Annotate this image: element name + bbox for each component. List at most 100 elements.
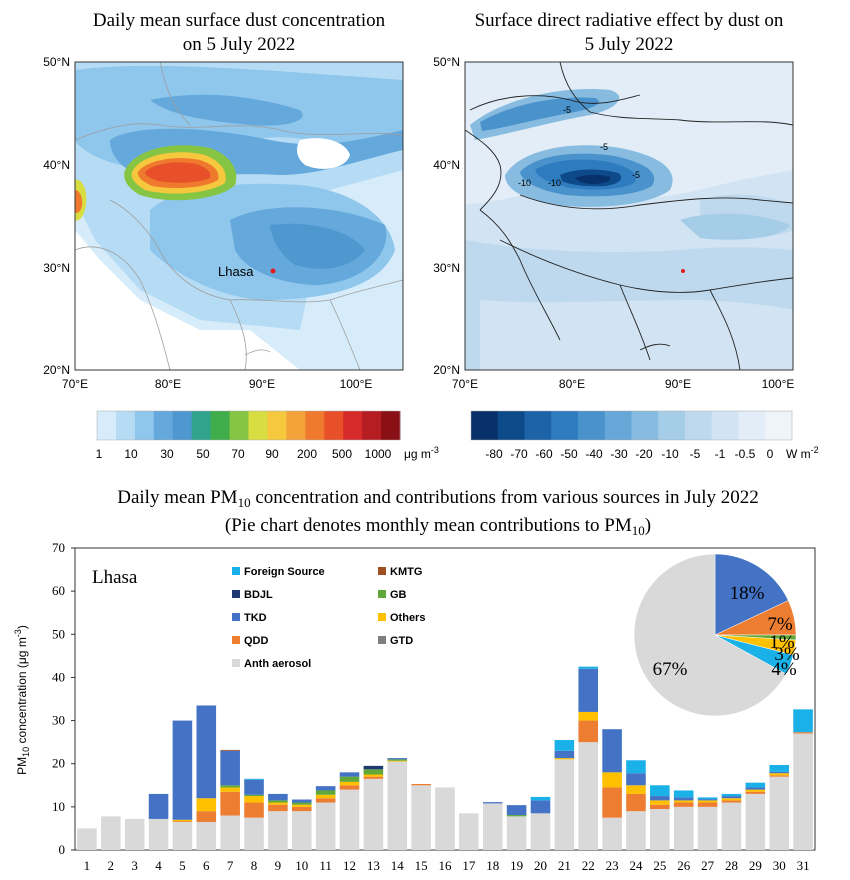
legend-label: BDJL [244, 589, 273, 601]
lat-tick: 50°N [43, 55, 70, 69]
x-tick-label: 13 [367, 858, 380, 873]
y-axis-label: PM10 concentration (μg m-3) [13, 625, 31, 775]
colorbar-label: 0 [767, 447, 774, 461]
contour-label: -10 [518, 178, 531, 188]
pie-slice-anth [633, 553, 787, 717]
bar-segment-qdd [769, 775, 789, 777]
bar-segment-foreign [530, 796, 551, 801]
y-ticks: 0 10 20 30 40 50 60 70 [52, 540, 75, 857]
legend-swatch [232, 636, 240, 644]
bar-segment-others [697, 800, 718, 803]
legend-item-gtd: GTD [378, 635, 413, 647]
x-tick-label: 9 [275, 858, 282, 873]
bar-segment-anth [482, 803, 503, 850]
bar-segment-others [268, 802, 288, 805]
colorbar-swatch [134, 411, 155, 440]
chart-subtitle: (Pie chart denotes monthly mean contribu… [225, 515, 651, 538]
lat-tick: 40°N [43, 158, 70, 172]
right-map-title-line1: Surface direct radiative effect by dust … [475, 10, 784, 31]
dust-concentration-map: Daily mean surface dust concentration on… [43, 10, 439, 461]
x-tick-label: 30 [773, 858, 786, 873]
bar-segment-qdd [411, 783, 431, 786]
right-colorbar [470, 410, 793, 441]
y-tick-label: 60 [52, 583, 65, 598]
lat-tick: 20°N [43, 363, 70, 377]
bar-segment-anth [196, 821, 217, 850]
x-tick-label: 21 [558, 858, 571, 873]
x-tick-label: 26 [677, 858, 691, 873]
bar-segment-anth [411, 785, 431, 850]
bar-segment-qdd [315, 798, 336, 803]
bar-segment-tkd [602, 729, 622, 773]
x-tick-label: 7 [227, 858, 234, 873]
lhasa-marker [270, 268, 276, 274]
colorbar-label: 1 [96, 447, 103, 461]
bar-segment-tkd [387, 758, 408, 760]
legend-label: KMTG [390, 566, 422, 578]
bar-segment-tkd [244, 779, 264, 795]
x-tick-label: 28 [725, 858, 738, 873]
colorbar-swatch [631, 411, 659, 440]
left-map-lat-ticks: 50°N 40°N 30°N 20°N [43, 55, 70, 377]
legend-item-gb: GB [378, 589, 407, 601]
legend-item-others: Others [378, 612, 425, 624]
legend-item-qdd: QDD [232, 635, 269, 647]
bar-segment-tkd [291, 799, 312, 803]
bar-segment-anth [315, 802, 336, 850]
contour-label: -10 [548, 178, 561, 188]
bar-segment-others [387, 760, 408, 762]
bar-segment-qdd [244, 802, 264, 818]
colorbar-swatch [685, 411, 713, 440]
bar-segment-anth [291, 811, 312, 850]
y-tick-label: 10 [52, 799, 65, 814]
x-tick-label: 23 [606, 858, 619, 873]
x-tick-label: 5 [179, 858, 186, 873]
bar-segment-tkd [721, 796, 742, 799]
bar-segment-anth [673, 806, 694, 850]
legend-swatch [378, 613, 386, 621]
bar-segment-anth [124, 818, 145, 850]
bar-segment-anth [244, 817, 264, 850]
bar-segment-others [769, 773, 789, 776]
bar-segment-qdd [363, 776, 384, 779]
left-map-field [75, 62, 403, 370]
colorbar-swatch [305, 411, 325, 440]
colorbar-unit: μg m-3 [404, 445, 439, 461]
legend-swatch [378, 590, 386, 598]
bar-segment-foreign [554, 739, 575, 751]
legend-swatch [232, 590, 240, 598]
bar-segment-qdd [721, 800, 742, 803]
colorbar-label: -5 [690, 447, 701, 461]
x-tick-label: 14 [391, 858, 405, 873]
bar-segment-qdd [793, 732, 813, 734]
x-tick-label: 4 [155, 858, 162, 873]
bar-segment-qdd [172, 821, 193, 822]
bar-segment-others [721, 798, 742, 801]
bar-segment-anth [220, 815, 240, 850]
bar-segment-anth [697, 806, 718, 850]
colorbar-swatch [324, 411, 344, 440]
bar-segment-foreign [745, 782, 766, 788]
bar-segment-tkd [268, 793, 288, 801]
bar-segment-gb [339, 776, 360, 782]
bar-segment-gb [244, 794, 264, 797]
colorbar-label: 500 [332, 447, 352, 461]
legend-item-bdjl: BDJL [232, 589, 273, 601]
colorbar-swatch [229, 411, 249, 440]
bar-segment-anth [339, 789, 360, 850]
x-tick-label: 3 [131, 858, 138, 873]
bar-segment-tkd [148, 793, 169, 819]
bars [77, 666, 813, 850]
legend-item-tkd: TKD [232, 612, 267, 624]
y-tick-label: 0 [59, 842, 66, 857]
legend-swatch [232, 659, 240, 667]
x-tick-label: 24 [629, 858, 643, 873]
colorbar-swatch [267, 411, 287, 440]
bar-segment-tkd [769, 771, 789, 774]
lat-tick: 40°N [433, 158, 460, 172]
bar-segment-foreign [793, 709, 813, 733]
x-tick-label: 1 [84, 858, 91, 873]
lat-tick: 30°N [43, 261, 70, 275]
x-tick-label: 27 [701, 858, 715, 873]
